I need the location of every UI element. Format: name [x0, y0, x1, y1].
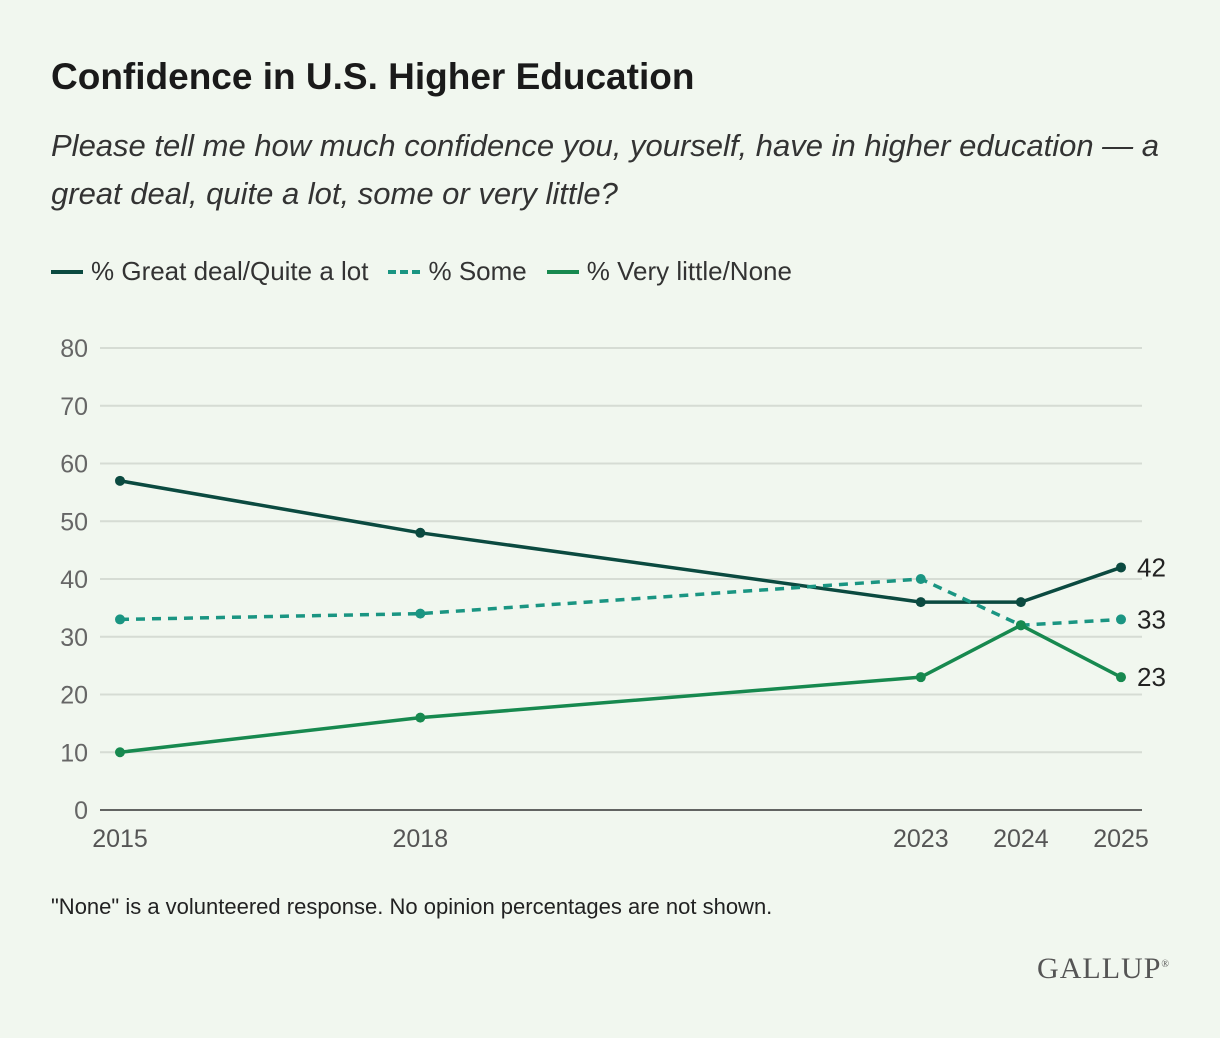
data-point: [115, 475, 125, 486]
data-point: [1116, 562, 1126, 573]
series-line: [119, 623, 1122, 754]
data-point: [1116, 614, 1126, 625]
legend-swatch: [51, 269, 83, 274]
legend: % Great deal/Quite a lot % Some % Very lit…: [51, 256, 792, 287]
x-tick-label: 2015: [92, 825, 148, 853]
end-value-label: 33: [1137, 604, 1166, 634]
legend-label: % Very little/None: [586, 256, 792, 286]
data-point: [115, 614, 125, 625]
y-tick-label: 10: [60, 739, 88, 767]
data-point: [915, 597, 926, 608]
y-tick-label: 0: [74, 797, 88, 825]
legend-label: % Great deal/Quite a lot: [91, 256, 369, 286]
chart-title: Confidence in U.S. Higher Education: [51, 56, 695, 97]
data-point: [915, 672, 926, 683]
legend-swatch: [546, 269, 579, 274]
chart-subtitle: Please tell me how much confidence you, …: [51, 128, 1160, 211]
y-tick-label: 30: [60, 624, 88, 652]
legend-item: % Great deal/Quite a lot: [51, 256, 368, 287]
series-line: [119, 479, 1122, 604]
data-point: [1015, 597, 1026, 608]
data-point: [415, 608, 426, 619]
y-tick-label: 40: [60, 566, 88, 594]
y-tick-label: 80: [60, 335, 88, 363]
y-tick-label: 70: [60, 393, 88, 421]
y-tick-label: 20: [60, 682, 88, 710]
legend-item: % Very little/None: [546, 256, 792, 287]
y-tick-label: 50: [60, 508, 88, 536]
y-tick-label: 60: [60, 451, 88, 479]
legend-item: % Some: [388, 256, 527, 287]
legend-swatch: [388, 269, 421, 274]
gallup-logo: GALLUP®: [1037, 952, 1170, 985]
data-point: [115, 747, 125, 758]
footnote: "None" is a volunteered response. No opi…: [51, 894, 773, 919]
end-value-label: 23: [1137, 662, 1166, 692]
data-point: [915, 574, 926, 584]
data-point: [1015, 620, 1026, 631]
x-tick-label: 2023: [893, 825, 949, 853]
x-tick-label: 2018: [392, 825, 448, 853]
legend-label: % Some: [428, 256, 527, 286]
x-tick-label: 2025: [1093, 825, 1149, 853]
x-tick-label: 2024: [993, 825, 1049, 853]
data-point: [415, 527, 426, 538]
end-value-label: 42: [1137, 552, 1166, 582]
data-point: [415, 712, 426, 723]
data-point: [1116, 672, 1126, 683]
